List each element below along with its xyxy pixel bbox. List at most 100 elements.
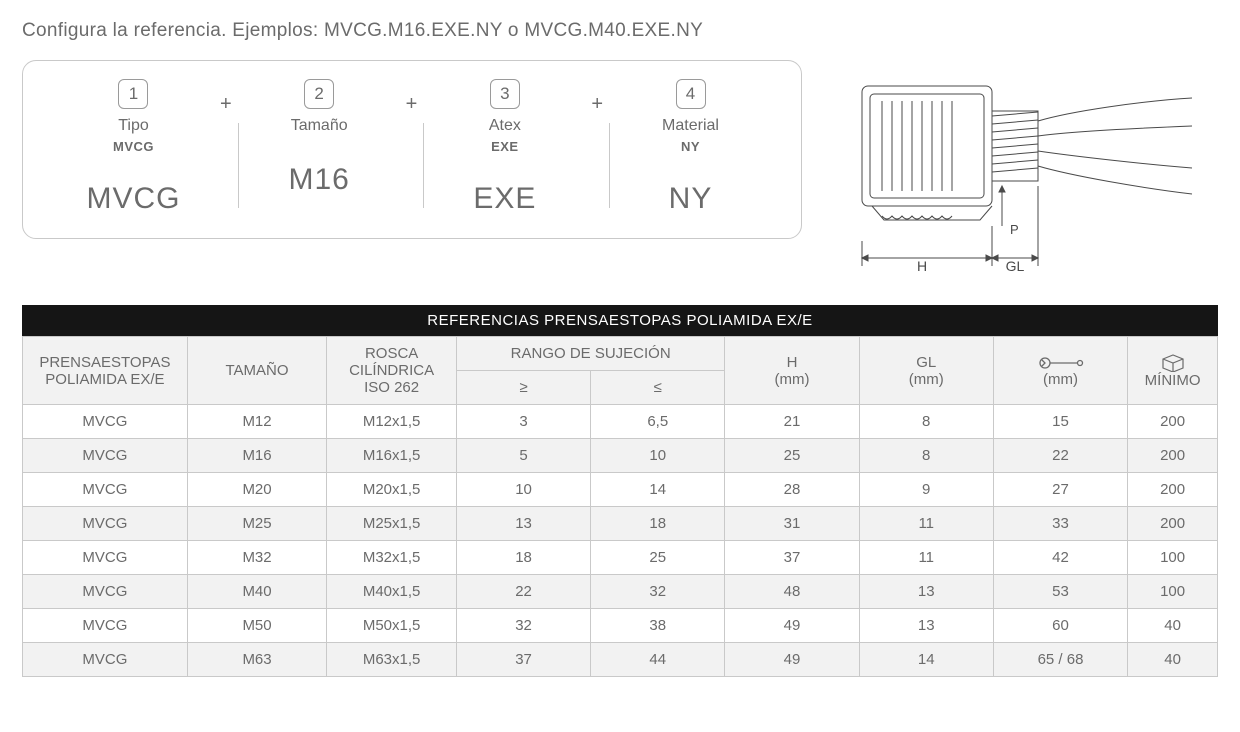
cfg-val-1: MVCG: [53, 182, 214, 216]
table-cell: M40: [187, 575, 326, 609]
cfg-num-2: 2: [304, 79, 334, 109]
table-cell: MVCG: [23, 439, 188, 473]
dim-p-label: P: [1010, 222, 1019, 237]
table-wrap: REFERENCIAS PRENSAESTOPAS POLIAMIDA EX/E…: [22, 305, 1218, 677]
table-cell: 200: [1128, 405, 1218, 439]
table-cell: 22: [456, 575, 590, 609]
table-cell: M12x1,5: [327, 405, 457, 439]
table-cell: 49: [725, 609, 859, 643]
table-cell: MVCG: [23, 643, 188, 677]
table-cell: 40: [1128, 609, 1218, 643]
col-ge: ≥: [456, 371, 590, 405]
top-row: 1 Tipo MVCG MVCG + 2 Tamaño M16 + 3 Atex…: [22, 60, 1218, 281]
table-cell: 13: [859, 609, 993, 643]
col-h: H(mm): [725, 337, 859, 405]
table-cell: 200: [1128, 473, 1218, 507]
table-cell: 42: [993, 541, 1127, 575]
table-cell: 10: [591, 439, 725, 473]
table-cell: 100: [1128, 541, 1218, 575]
table-cell: 49: [725, 643, 859, 677]
table-cell: 14: [591, 473, 725, 507]
table-cell: 44: [591, 643, 725, 677]
table-cell: 37: [456, 643, 590, 677]
table-cell: 60: [993, 609, 1127, 643]
table-cell: 10: [456, 473, 590, 507]
col-minimo-label: MÍNIMO: [1134, 372, 1211, 389]
table-title: REFERENCIAS PRENSAESTOPAS POLIAMIDA EX/E: [22, 305, 1218, 336]
table-cell: MVCG: [23, 473, 188, 507]
col-tamano: TAMAÑO: [187, 337, 326, 405]
cfg-col-4: 4 Material NY NY: [610, 79, 771, 216]
cfg-label-1: Tipo: [53, 117, 214, 135]
table-cell: 40: [1128, 643, 1218, 677]
table-cell: 5: [456, 439, 590, 473]
cfg-val-4: NY: [610, 182, 771, 216]
cfg-col-2: 2 Tamaño M16: [239, 79, 400, 216]
cfg-num-4: 4: [676, 79, 706, 109]
cfg-val-2: M16: [239, 163, 400, 197]
table-cell: M20x1,5: [327, 473, 457, 507]
table-row: MVCGM40M40x1,52232481353100: [23, 575, 1218, 609]
table-cell: 27: [993, 473, 1127, 507]
table-cell: M63x1,5: [327, 643, 457, 677]
table-cell: M32: [187, 541, 326, 575]
cfg-plus-1: +: [214, 93, 238, 116]
table-row: MVCGM12M12x1,536,521815200: [23, 405, 1218, 439]
table-cell: 53: [993, 575, 1127, 609]
table-cell: 100: [1128, 575, 1218, 609]
table-cell: 3: [456, 405, 590, 439]
cfg-label-2: Tamaño: [239, 117, 400, 135]
table-row: MVCGM20M20x1,5101428927200: [23, 473, 1218, 507]
table-cell: 31: [725, 507, 859, 541]
table-cell: 65 / 68: [993, 643, 1127, 677]
table-cell: 21: [725, 405, 859, 439]
table-cell: 22: [993, 439, 1127, 473]
table-cell: M16x1,5: [327, 439, 457, 473]
table-cell: 25: [591, 541, 725, 575]
table-cell: 6,5: [591, 405, 725, 439]
cfg-num-3: 3: [490, 79, 520, 109]
table-cell: M40x1,5: [327, 575, 457, 609]
table-cell: M32x1,5: [327, 541, 457, 575]
table-cell: 8: [859, 439, 993, 473]
col-minimo: MÍNIMO: [1128, 337, 1218, 405]
table-cell: 15: [993, 405, 1127, 439]
table-row: MVCGM16M16x1,551025822200: [23, 439, 1218, 473]
cfg-sub-3: EXE: [424, 139, 585, 154]
table-row: MVCGM50M50x1,5323849136040: [23, 609, 1218, 643]
box-icon: [1159, 352, 1187, 372]
cfg-label-4: Material: [610, 117, 771, 135]
table-cell: 38: [591, 609, 725, 643]
table-cell: MVCG: [23, 609, 188, 643]
table-cell: 8: [859, 405, 993, 439]
table-cell: 9: [859, 473, 993, 507]
table-cell: M50: [187, 609, 326, 643]
table-cell: 32: [456, 609, 590, 643]
config-box: 1 Tipo MVCG MVCG + 2 Tamaño M16 + 3 Atex…: [22, 60, 802, 239]
table-cell: MVCG: [23, 507, 188, 541]
col-wrench-unit: (mm): [1000, 371, 1121, 388]
col-gl: GL(mm): [859, 337, 993, 405]
cfg-col-3: 3 Atex EXE EXE: [424, 79, 585, 216]
table-cell: 11: [859, 541, 993, 575]
wrench-icon: [1038, 355, 1084, 371]
table-cell: M20: [187, 473, 326, 507]
table-cell: MVCG: [23, 541, 188, 575]
table-cell: 28: [725, 473, 859, 507]
col-prensaestopas: PRENSAESTOPASPOLIAMIDA EX/E: [23, 337, 188, 405]
gland-diagram: H GL P: [842, 60, 1202, 281]
cfg-sub-4: NY: [610, 139, 771, 154]
table-cell: 33: [993, 507, 1127, 541]
table-header-row-1: PRENSAESTOPASPOLIAMIDA EX/E TAMAÑO ROSCA…: [23, 337, 1218, 371]
table-cell: M50x1,5: [327, 609, 457, 643]
cfg-num-1: 1: [118, 79, 148, 109]
table-cell: MVCG: [23, 405, 188, 439]
col-wrench: (mm): [993, 337, 1127, 405]
dim-gl-label: GL: [1006, 258, 1025, 274]
table-cell: M16: [187, 439, 326, 473]
table-cell: M25x1,5: [327, 507, 457, 541]
col-rango: RANGO DE SUJECIÓN: [456, 337, 724, 371]
table-cell: 18: [591, 507, 725, 541]
col-le: ≤: [591, 371, 725, 405]
table-cell: M63: [187, 643, 326, 677]
